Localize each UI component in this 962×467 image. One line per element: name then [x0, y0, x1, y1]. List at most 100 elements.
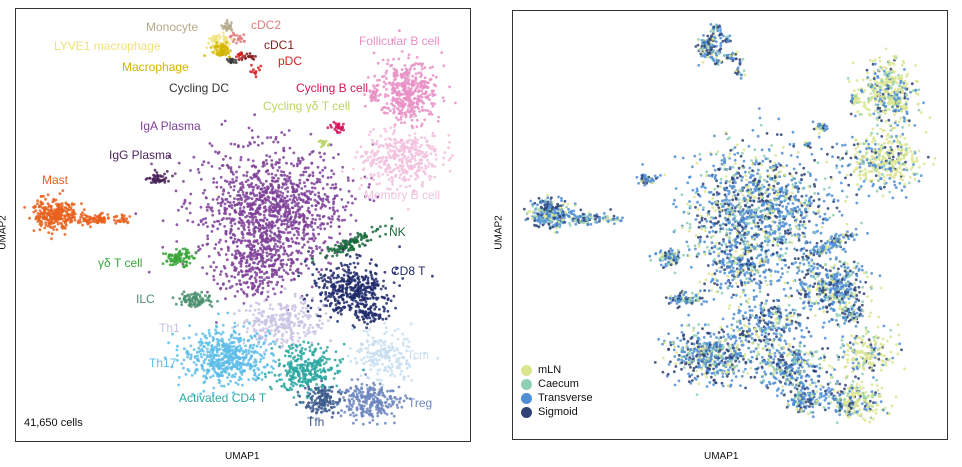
cell-point: [420, 64, 424, 68]
cell-point: [176, 252, 180, 256]
cell-point: [288, 171, 292, 175]
cell-point: [199, 220, 203, 224]
cell-point: [406, 110, 410, 113]
cell-point: [32, 205, 35, 209]
cell-point: [63, 227, 67, 230]
cell-point: [231, 58, 235, 61]
cell-point: [255, 256, 259, 260]
cell-point: [297, 380, 301, 383]
cell-point: [238, 188, 242, 192]
cell-point: [208, 142, 212, 145]
cell-point: [293, 216, 297, 220]
cell-point: [270, 347, 274, 350]
cell-point: [354, 219, 358, 223]
cell-point: [406, 141, 410, 145]
cell-point: [201, 243, 205, 247]
cell-point: [215, 321, 218, 324]
cell-point: [230, 284, 234, 288]
cell-point: [342, 301, 346, 305]
cell-point: [195, 367, 198, 371]
cell-point: [389, 126, 393, 129]
cell-point: [257, 308, 261, 311]
cell-point: [221, 283, 225, 286]
cell-point: [408, 148, 411, 152]
cell-point: [282, 326, 286, 330]
cell-point: [352, 167, 355, 171]
cell-point: [382, 85, 386, 89]
cell-point: [319, 299, 323, 303]
cell-point: [337, 225, 341, 229]
cell-point: [367, 343, 371, 347]
cell-point: [348, 262, 352, 266]
cell-point: [401, 177, 405, 181]
cell-point: [349, 360, 353, 363]
cell-point: [190, 374, 194, 377]
cell-point: [386, 94, 390, 97]
cell-point: [268, 155, 272, 159]
cell-point: [236, 38, 240, 42]
cell-point: [248, 240, 252, 244]
cell-point: [363, 159, 367, 163]
cell-point: [406, 207, 410, 211]
cell-point: [277, 203, 281, 207]
cell-point: [233, 321, 237, 325]
cell-point: [36, 202, 39, 206]
cell-point: [39, 194, 43, 198]
cell-point: [198, 247, 202, 251]
cell-point: [239, 262, 243, 266]
cell-point: [287, 129, 291, 132]
cell-point: [121, 218, 125, 222]
cell-point: [221, 192, 225, 196]
cell-point: [386, 298, 390, 302]
cell-point: [369, 161, 373, 165]
cell-point: [324, 312, 328, 315]
cell-point: [288, 378, 292, 382]
cell-point: [359, 298, 362, 302]
cell-point: [272, 140, 275, 144]
cell-point: [398, 29, 401, 33]
cell-point: [196, 292, 200, 296]
cell-point: [405, 366, 409, 370]
cell-point: [264, 348, 268, 352]
cell-point: [299, 262, 303, 266]
cell-point: [411, 74, 414, 78]
cell-point: [409, 322, 413, 326]
cell-point: [410, 379, 414, 382]
cell-point: [255, 332, 259, 335]
cell-point: [218, 253, 221, 257]
cell-point: [128, 215, 132, 218]
cell-point: [216, 227, 220, 231]
cell-point: [293, 292, 297, 296]
cell-point: [400, 108, 404, 111]
cell-point: [213, 220, 216, 224]
cell-point: [341, 165, 345, 169]
cell-point: [228, 194, 232, 198]
cell-point: [240, 198, 244, 202]
cell-point: [283, 386, 287, 389]
cell-point: [419, 62, 423, 65]
cell-point: [433, 134, 436, 138]
cell-point: [79, 216, 82, 219]
cell-point: [269, 204, 272, 208]
cell-point: [379, 134, 383, 138]
cell-point: [296, 230, 300, 234]
cell-point: [249, 70, 253, 73]
cell-point: [216, 151, 220, 155]
cell-point: [240, 270, 244, 274]
cell-point: [284, 187, 287, 191]
cell-point: [250, 63, 253, 67]
cell-point: [182, 366, 185, 370]
cell-point: [314, 347, 318, 351]
cell-point: [382, 144, 385, 148]
cell-point: [348, 281, 352, 284]
cell-point: [297, 157, 300, 160]
cell-point: [293, 226, 297, 230]
cell-point: [92, 218, 96, 222]
cell-point: [280, 223, 283, 227]
cell-point: [296, 164, 299, 168]
cell-point: [218, 167, 222, 170]
cell-point: [268, 239, 272, 243]
cell-point: [370, 175, 374, 179]
cell-point: [276, 169, 280, 172]
cell-point: [258, 279, 262, 283]
